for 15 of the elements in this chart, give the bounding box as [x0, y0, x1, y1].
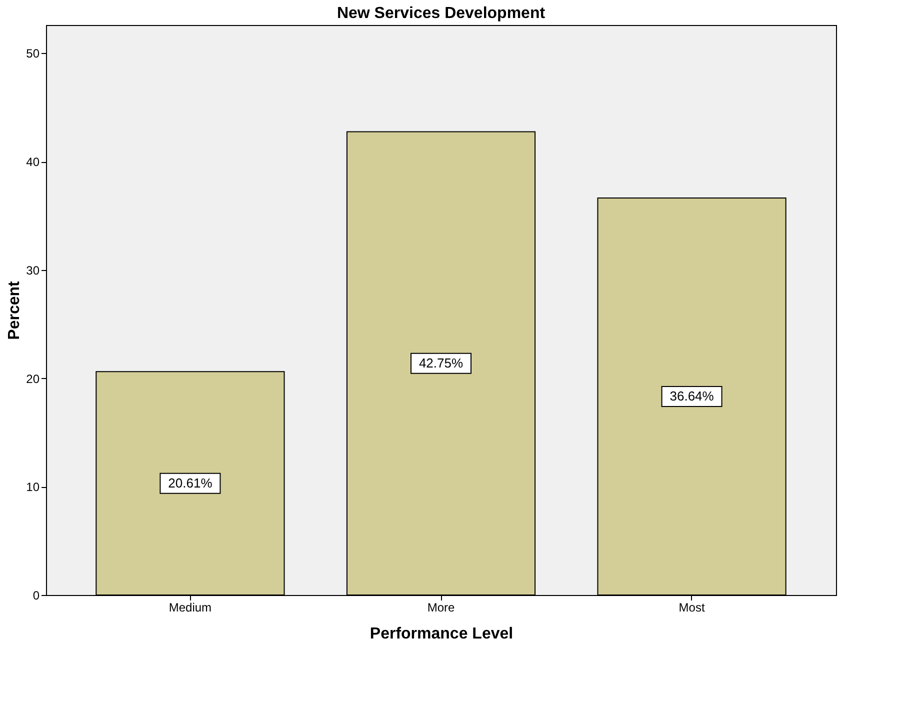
y-tick-label: 10: [26, 480, 40, 494]
x-tick-label: Medium: [168, 600, 212, 614]
y-axis-title: Percent: [6, 280, 24, 340]
x-tick-label: Most: [678, 600, 706, 614]
y-tick-label: 40: [26, 155, 40, 170]
x-tick-label: More: [427, 600, 455, 614]
data-label: 36.64%: [670, 388, 714, 404]
y-tick-label: 20: [26, 372, 40, 386]
data-label: 20.61%: [168, 475, 213, 490]
x-axis-title: Performance Level: [370, 626, 514, 642]
y-tick-label: 50: [26, 46, 40, 61]
y-tick-label: 30: [26, 263, 40, 278]
data-label: 42.75%: [418, 355, 464, 370]
chart-title: New Services Development: [336, 5, 546, 22]
y-tick-label: 0: [32, 588, 40, 602]
